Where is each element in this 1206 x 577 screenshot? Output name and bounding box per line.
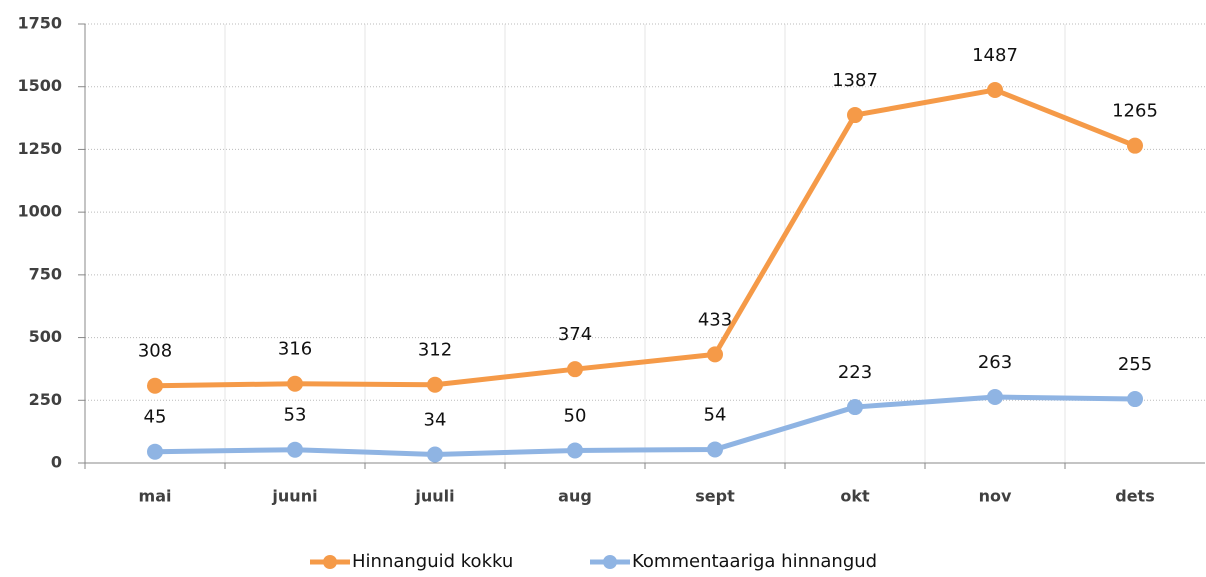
point	[987, 81, 1003, 98]
y-tick-label: 500	[29, 327, 62, 346]
data-label: 53	[284, 405, 307, 426]
data-label: 1487	[972, 45, 1018, 66]
data-label: 1387	[832, 70, 878, 91]
data-label: 34	[424, 409, 447, 430]
data-label: 54	[704, 404, 727, 425]
data-label: 433	[698, 309, 732, 330]
y-tick-label: 1750	[17, 14, 62, 33]
x-tick-label: juuni	[271, 487, 317, 506]
y-tick-label: 750	[29, 264, 62, 283]
data-label: 1265	[1112, 101, 1158, 122]
point	[427, 376, 443, 393]
legend-label: Hinnanguid kokku	[352, 551, 513, 572]
legend-label: Kommentaariga hinnangud	[632, 551, 877, 572]
point	[147, 443, 163, 460]
point	[1127, 137, 1143, 154]
data-label: 374	[558, 324, 592, 345]
y-tick-label: 1250	[17, 139, 62, 158]
legend-marker	[603, 555, 617, 569]
point	[147, 377, 163, 394]
x-tick-label: okt	[840, 487, 870, 506]
x-tick-label: aug	[558, 487, 592, 506]
point	[287, 441, 303, 458]
data-label: 255	[1118, 354, 1152, 375]
point	[987, 389, 1003, 406]
series-line	[154, 87, 1136, 389]
data-label: 308	[138, 341, 172, 362]
x-tick-label: sept	[695, 487, 735, 506]
y-tick-label: 1000	[17, 202, 62, 221]
point	[847, 107, 863, 124]
series-line	[154, 394, 1136, 457]
x-tick-label: mai	[139, 487, 172, 506]
point	[707, 346, 723, 363]
x-tick-label: dets	[1115, 487, 1154, 506]
y-tick-label: 0	[51, 453, 62, 472]
point	[1127, 391, 1143, 408]
data-label: 223	[838, 362, 872, 383]
data-label: 45	[144, 407, 167, 428]
x-tick-label: nov	[979, 487, 1012, 506]
legend: Hinnanguid kokku Kommentaariga hinnangud	[310, 551, 877, 572]
point	[707, 441, 723, 458]
data-label: 263	[978, 352, 1012, 373]
y-tick-label: 1500	[17, 76, 62, 95]
data-label: 312	[418, 340, 452, 361]
point	[567, 361, 583, 378]
point	[847, 399, 863, 416]
point	[567, 442, 583, 459]
data-label: 316	[278, 339, 312, 360]
point	[287, 375, 303, 392]
x-tick-label: juuli	[414, 487, 454, 506]
y-tick-label: 250	[29, 390, 62, 409]
legend-marker	[323, 555, 337, 569]
data-label: 50	[564, 405, 587, 426]
point	[427, 446, 443, 463]
